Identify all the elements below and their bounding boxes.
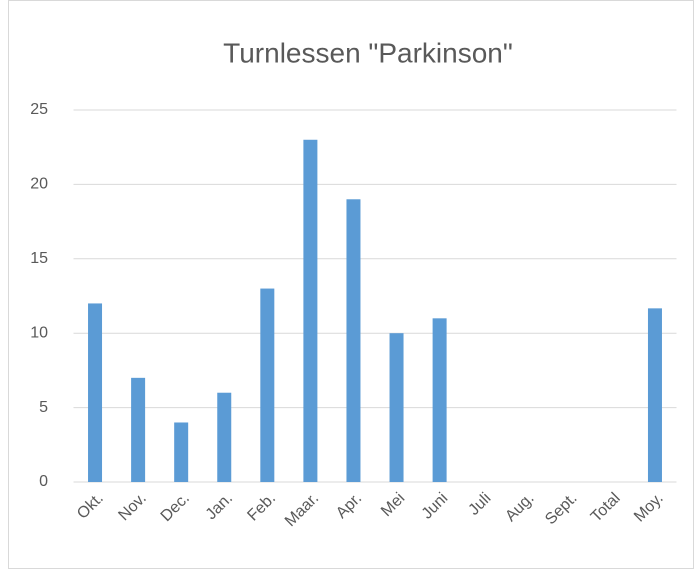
- y-tick-label: 10: [30, 324, 48, 341]
- bar: [174, 422, 189, 482]
- bar: [432, 318, 447, 482]
- y-tick-label: 5: [39, 399, 48, 416]
- bar: [260, 288, 275, 482]
- y-tick-label: 15: [30, 250, 48, 267]
- bar: [389, 333, 404, 482]
- y-tick-label: 20: [30, 176, 48, 193]
- bar: [346, 199, 361, 482]
- y-tick-label: 25: [30, 101, 48, 118]
- bar: [303, 139, 318, 482]
- y-tick-label: 0: [39, 473, 48, 490]
- bar: [131, 377, 146, 482]
- bar: [217, 392, 232, 482]
- bar: [88, 303, 103, 482]
- bar: [647, 308, 662, 482]
- chart-title: Turnlessen "Parkinson": [223, 37, 513, 68]
